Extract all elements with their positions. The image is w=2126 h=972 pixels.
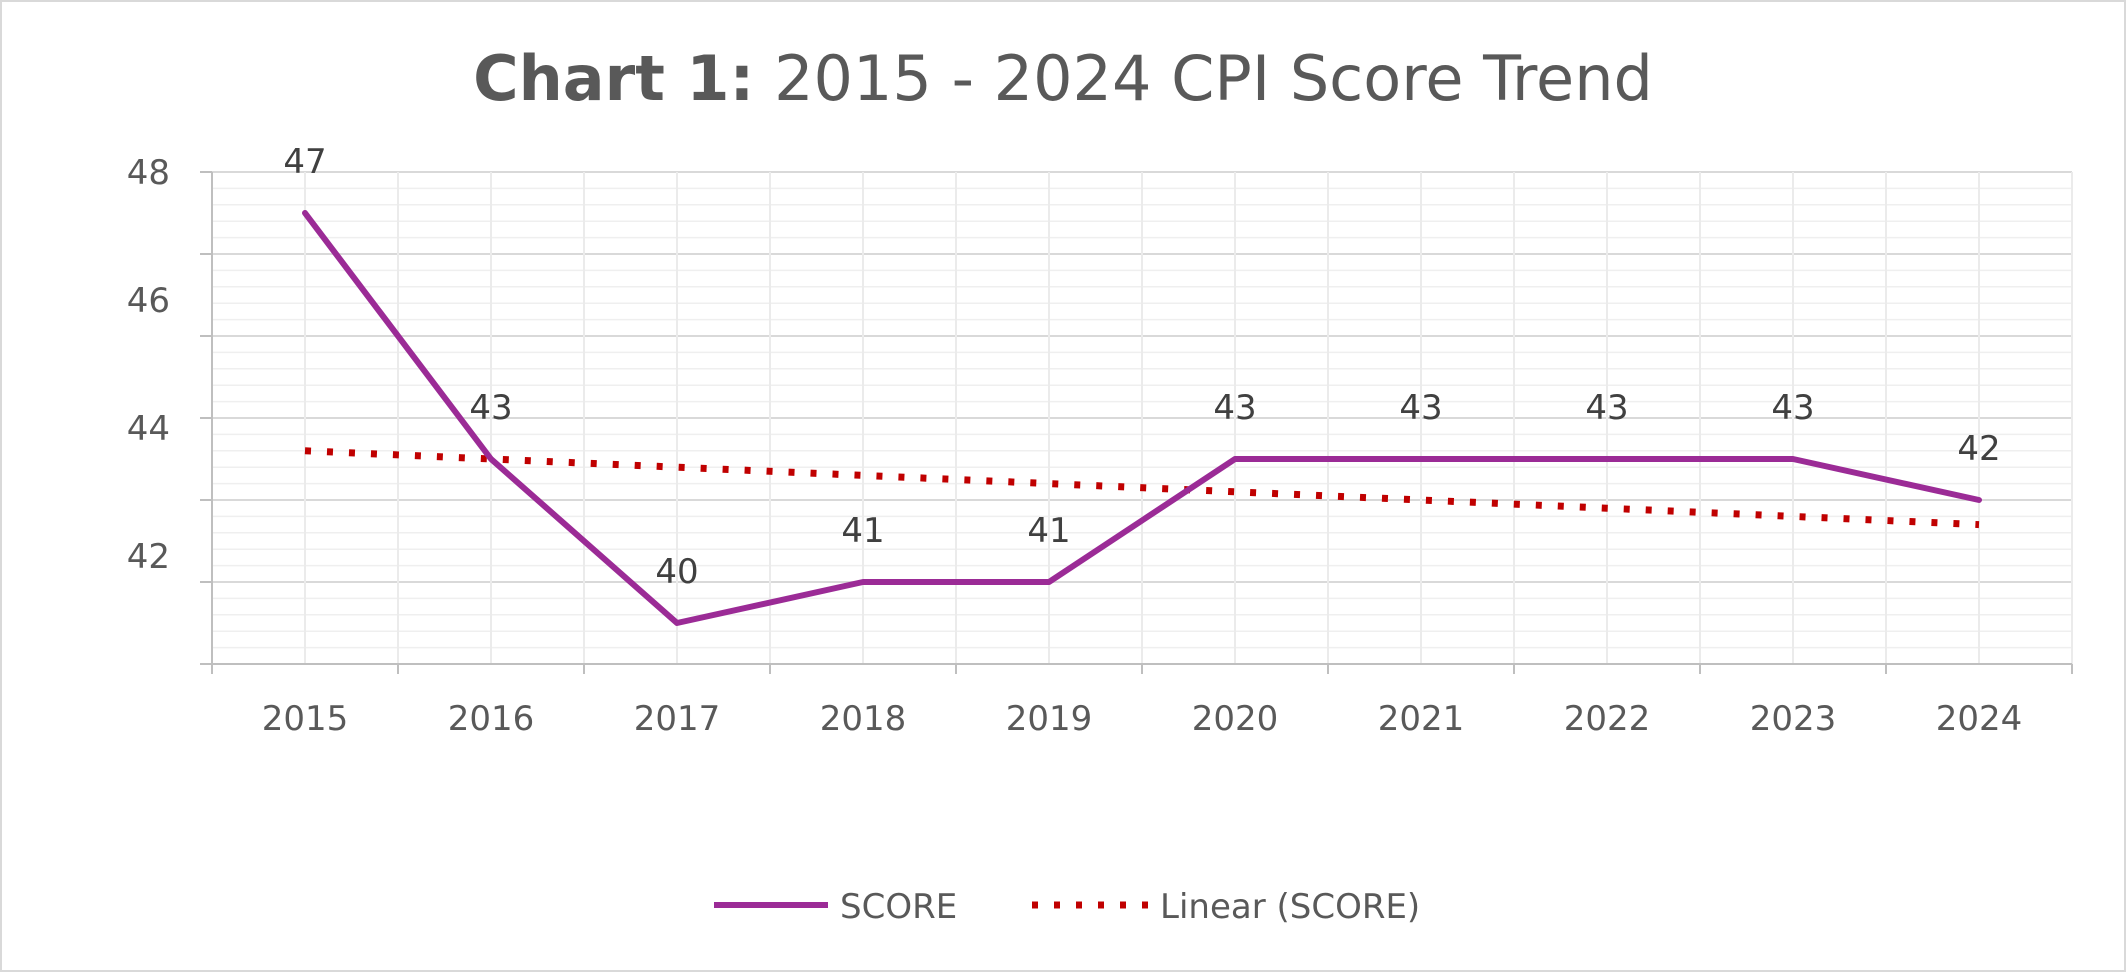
score-point (1048, 581, 1050, 583)
x-tick-label: 2015 (262, 699, 349, 739)
chart-title: Chart 1: 2015 - 2024 CPI Score Trend (2, 42, 2124, 115)
x-tick-label: 2018 (820, 699, 907, 739)
y-tick-label: 46 (127, 281, 170, 321)
score-point (304, 212, 306, 214)
y-tick-label: 42 (127, 537, 170, 577)
x-tick-label: 2023 (1750, 699, 1837, 739)
chart-title-rest: 2015 - 2024 CPI Score Trend (774, 42, 1653, 115)
x-tick-label: 2024 (1936, 699, 2023, 739)
legend-label-score: SCORE (840, 887, 957, 927)
data-label: 41 (1027, 511, 1070, 551)
x-tick-label: 2016 (448, 699, 535, 739)
score-point (1234, 458, 1236, 460)
chart-title-bold: Chart 1: (473, 42, 755, 115)
data-label: 40 (655, 552, 698, 592)
y-tick-labels: 48 46 44 42 (127, 153, 170, 577)
data-label: 43 (469, 388, 512, 428)
x-tick-label: 2022 (1564, 699, 1651, 739)
score-point (862, 581, 864, 583)
x-tick-labels: 2015 2016 2017 2018 2019 2020 2021 2022 2023 2024 (262, 699, 2023, 739)
data-label: 41 (841, 511, 884, 551)
trendline (304, 447, 1980, 529)
data-label: 42 (1957, 429, 2000, 469)
legend: SCORE Linear (SCORE) (714, 887, 1420, 927)
score-line (302, 210, 1982, 626)
data-label: 43 (1771, 388, 1814, 428)
score-point (676, 622, 678, 624)
x-tick-label: 2019 (1006, 699, 1093, 739)
data-label: 43 (1585, 388, 1628, 428)
score-point (1792, 458, 1794, 460)
data-labels: 47 43 40 41 41 43 43 43 43 42 (283, 142, 2000, 592)
data-label: 43 (1399, 388, 1442, 428)
grid-lines (211, 171, 2073, 665)
x-tick-label: 2021 (1378, 699, 1465, 739)
x-tick-label: 2020 (1192, 699, 1279, 739)
score-point (1606, 458, 1608, 460)
legend-label-trendline: Linear (SCORE) (1160, 887, 1420, 927)
score-point (1978, 499, 1980, 501)
x-tick-label: 2017 (634, 699, 721, 739)
trendline-series (304, 447, 1980, 529)
data-label: 47 (283, 142, 326, 182)
score-point (490, 458, 492, 460)
score-series (302, 210, 1982, 626)
data-label: 43 (1213, 388, 1256, 428)
score-point (1420, 458, 1422, 460)
y-tick-label: 48 (127, 153, 170, 193)
y-tick-label: 44 (127, 409, 170, 449)
axes (200, 171, 2073, 674)
